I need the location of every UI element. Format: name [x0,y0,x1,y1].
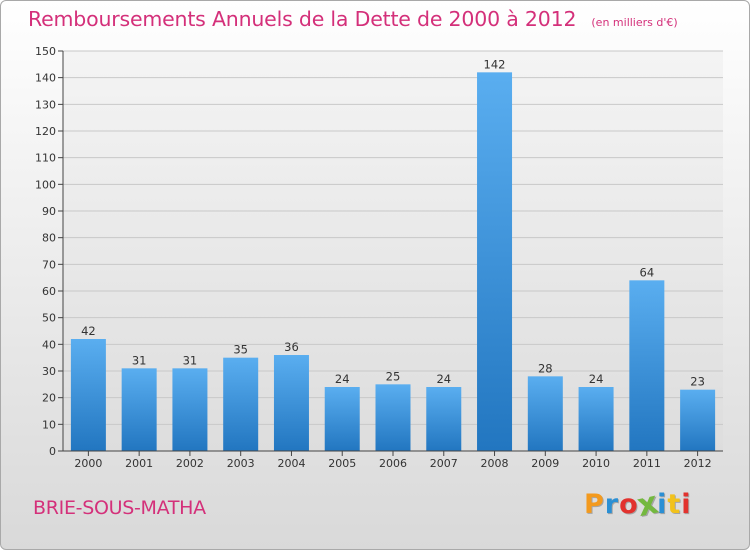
y-tick-label: 20 [42,392,56,405]
bar-value-label: 25 [386,369,401,383]
logo-letter: o [619,489,639,520]
x-tick-label: 2001 [125,457,153,470]
x-tick-label: 2003 [227,457,255,470]
y-tick-label: 70 [42,258,56,271]
logo-letter: i [657,489,668,520]
bar [223,357,259,451]
bar-value-label: 31 [183,353,198,367]
bars [70,72,716,451]
bar [477,72,513,451]
bar [121,368,157,451]
y-tick-label: 40 [42,338,56,351]
bar-value-label: 36 [284,340,299,354]
value-labels: 42 31 31 35 36 24 25 24 142 28 24 64 23 [81,57,705,388]
bar [680,389,716,451]
bar [172,368,208,451]
bar [629,280,665,451]
bar-value-label: 24 [335,372,350,386]
y-tick-label: 130 [35,98,56,111]
x-tick-label: 2010 [582,457,610,470]
bar-value-label: 24 [436,372,451,386]
proxiti-logo: Proxiti [584,485,692,524]
bar [527,376,563,451]
y-tick-label: 140 [35,72,56,85]
bar [70,339,106,451]
axes: 0 10 20 30 40 50 60 70 80 90 100 110 120 130 140 150 200… [35,45,723,470]
bar-value-label: 24 [589,372,604,386]
x-tick-label: 2009 [531,457,559,470]
bar [375,384,411,451]
x-tick-label: 2005 [328,457,356,470]
bar [426,387,462,451]
bar-value-label: 23 [690,375,705,389]
chart-header: Remboursements Annuels de la Dette de 20… [28,7,678,31]
gridlines [63,50,723,425]
y-tick-label: 110 [35,152,56,165]
bar [578,387,614,451]
x-tick-label: 2007 [430,457,458,470]
y-tick-label: 150 [35,45,56,58]
y-tick-label: 90 [42,205,56,218]
logo-letter: r [604,489,620,520]
x-tick-label: 2002 [176,457,204,470]
x-tick-label: 2011 [633,457,661,470]
x-tick-label: 2006 [379,457,407,470]
x-tick-label: 2008 [481,457,509,470]
logo-letter: i [681,489,692,520]
logo-letter: t [667,489,682,520]
logo-letter: P [584,489,605,520]
bar-value-label: 31 [132,353,147,367]
x-tick-label: 2012 [684,457,712,470]
bar [324,387,360,451]
commune-name: BRIE-SOUS-MATHA [33,497,206,519]
y-tick-label: 60 [42,285,56,298]
y-tick-label: 120 [35,125,56,138]
chart-subtitle: (en milliers d'€) [591,16,678,29]
bar-value-label: 35 [233,343,248,357]
bar-value-label: 64 [640,265,655,279]
y-tick-label: 80 [42,232,56,245]
bar-value-label: 42 [81,324,96,338]
y-tick-label: 50 [42,312,56,325]
bar-value-label: 28 [538,361,553,375]
chart-title: Remboursements Annuels de la Dette de 20… [28,7,577,31]
x-tick-label: 2000 [74,457,102,470]
y-tick-label: 0 [49,445,56,458]
y-tick-label: 10 [42,418,56,431]
y-tick-label: 100 [35,178,56,191]
y-tick-label: 30 [42,365,56,378]
bar-value-label: 142 [484,57,506,71]
x-tick-label: 2004 [277,457,305,470]
bar [273,355,309,451]
